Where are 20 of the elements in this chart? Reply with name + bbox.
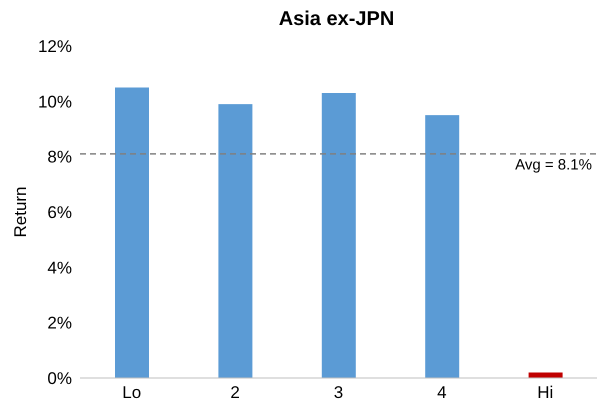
y-tick-label: 10%	[38, 92, 72, 112]
x-tick-label: 3	[334, 383, 344, 402]
bar	[322, 93, 356, 378]
y-tick-label: 12%	[38, 37, 72, 56]
ref-line-label: Avg = 8.1%	[515, 156, 592, 174]
x-tick-label: 2	[230, 383, 240, 402]
y-tick-label: 6%	[47, 203, 72, 222]
bar	[218, 104, 252, 378]
x-tick-label: 4	[437, 383, 447, 402]
bar	[425, 115, 460, 378]
y-axis-title: Return	[11, 186, 30, 238]
y-tick-label: 2%	[47, 314, 72, 333]
y-tick-label: 4%	[47, 258, 72, 278]
x-tick-label: Hi	[537, 383, 554, 402]
chart-title: Asia ex-JPN	[278, 8, 396, 32]
bar	[528, 372, 563, 378]
bar	[115, 88, 149, 378]
y-tick-label: 0%	[47, 369, 72, 388]
x-tick-label: Lo	[122, 383, 142, 402]
y-tick-label: 8%	[47, 148, 72, 167]
